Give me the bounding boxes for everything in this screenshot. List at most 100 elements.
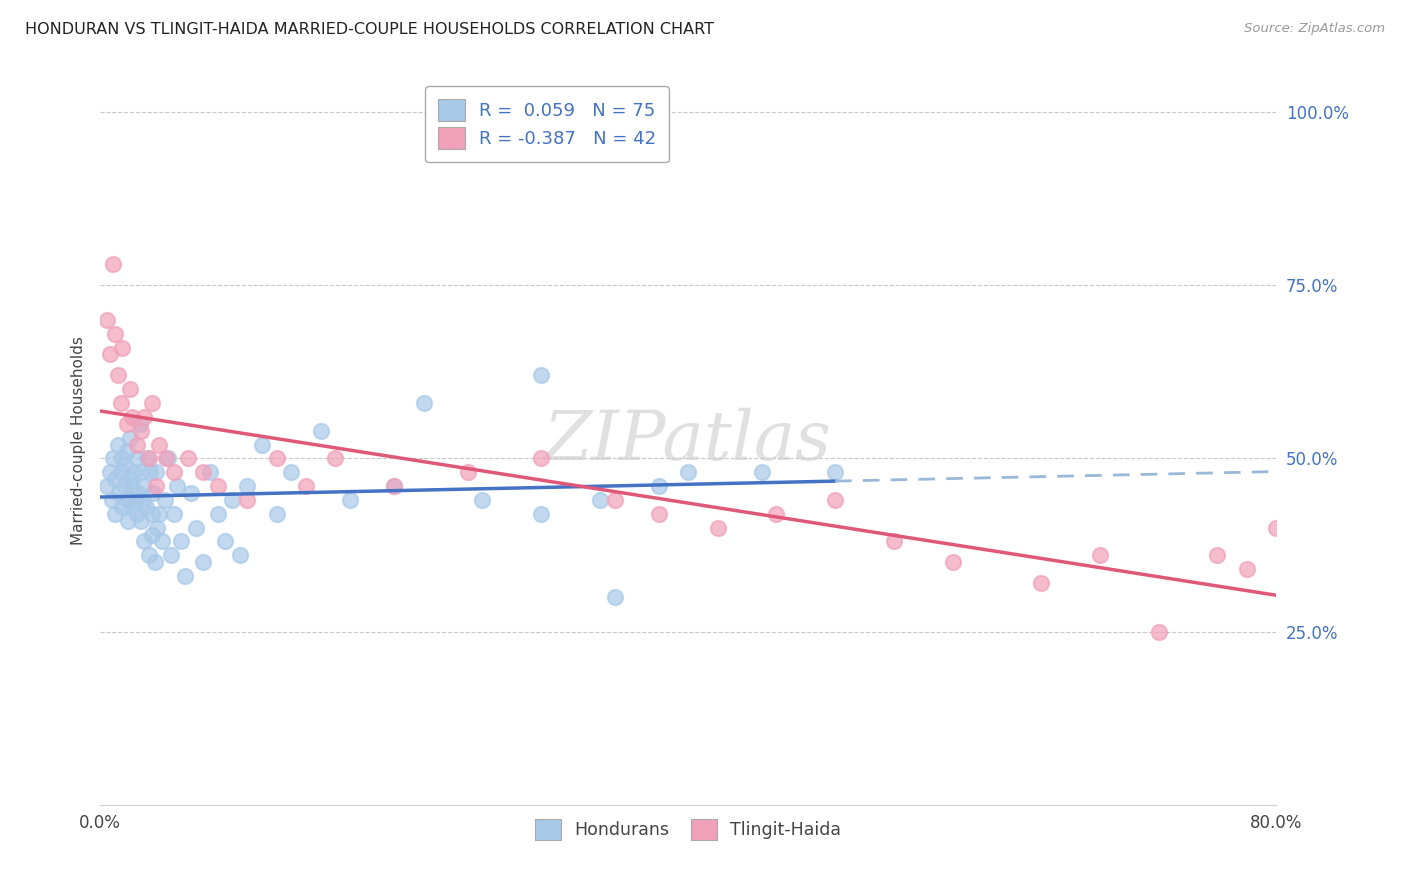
Point [236, 492, 259, 507]
Text: HONDURAN VS TLINGIT-HAIDA MARRIED-COUPLE HOUSEHOLDS CORRELATION CHART: HONDURAN VS TLINGIT-HAIDA MARRIED-COUPLE… [25, 22, 714, 37]
Point [266, 507, 288, 521]
Point [207, 479, 229, 493]
Point [129, 424, 152, 438]
Point [138, 549, 160, 563]
Point [266, 451, 288, 466]
Point [96, 479, 118, 493]
Point [104, 507, 127, 521]
Point [139, 465, 162, 479]
Point [589, 492, 612, 507]
Point [118, 431, 141, 445]
Point [156, 451, 179, 466]
Point [1236, 562, 1258, 576]
Point [134, 409, 156, 424]
Point [382, 479, 405, 493]
Point [530, 368, 553, 383]
Point [111, 341, 134, 355]
Point [115, 492, 138, 507]
Point [824, 492, 846, 507]
Point [100, 465, 122, 479]
Point [280, 465, 302, 479]
Point [111, 500, 134, 514]
Point [138, 451, 160, 466]
Point [177, 451, 200, 466]
Point [134, 479, 156, 493]
Point [323, 451, 346, 466]
Point [145, 479, 167, 493]
Point [108, 486, 131, 500]
Point [117, 514, 139, 528]
Text: ZIPatlas: ZIPatlas [544, 408, 832, 475]
Point [115, 444, 138, 458]
Point [765, 507, 787, 521]
Y-axis label: Married-couple Households: Married-couple Households [72, 336, 86, 546]
Point [148, 437, 170, 451]
Point [155, 451, 177, 466]
Point [942, 555, 965, 569]
Point [530, 507, 553, 521]
Point [141, 396, 163, 410]
Point [1088, 549, 1111, 563]
Point [107, 437, 129, 451]
Point [136, 451, 159, 466]
Point [412, 396, 434, 410]
Point [114, 458, 136, 473]
Point [125, 507, 148, 521]
Point [221, 492, 243, 507]
Point [104, 472, 127, 486]
Point [166, 479, 188, 493]
Point [471, 492, 494, 507]
Point [382, 479, 405, 493]
Point [141, 527, 163, 541]
Point [129, 514, 152, 528]
Point [125, 451, 148, 466]
Point [1265, 521, 1288, 535]
Point [180, 486, 202, 500]
Point [236, 479, 259, 493]
Point [530, 451, 553, 466]
Point [111, 451, 134, 466]
Point [129, 465, 152, 479]
Point [676, 465, 699, 479]
Point [146, 521, 169, 535]
Point [191, 555, 214, 569]
Point [648, 507, 671, 521]
Point [118, 382, 141, 396]
Point [457, 465, 479, 479]
Point [125, 437, 148, 451]
Point [127, 486, 149, 500]
Point [162, 507, 184, 521]
Point [128, 417, 150, 431]
Point [295, 479, 318, 493]
Point [603, 590, 626, 604]
Point [200, 465, 222, 479]
Point [122, 465, 145, 479]
Point [1029, 576, 1052, 591]
Point [118, 472, 141, 486]
Point [883, 534, 905, 549]
Point [107, 368, 129, 383]
Point [145, 465, 167, 479]
Point [162, 465, 184, 479]
Point [121, 409, 143, 424]
Point [159, 549, 181, 563]
Point [250, 437, 273, 451]
Legend: R =  0.059   N = 75, R = -0.387   N = 42: R = 0.059 N = 75, R = -0.387 N = 42 [425, 87, 669, 162]
Point [603, 492, 626, 507]
Point [150, 534, 173, 549]
Point [214, 534, 236, 549]
Point [706, 521, 728, 535]
Point [104, 326, 127, 341]
Point [112, 479, 135, 493]
Point [309, 424, 332, 438]
Point [824, 465, 846, 479]
Point [1147, 624, 1170, 639]
Point [103, 451, 125, 466]
Point [134, 534, 156, 549]
Point [207, 507, 229, 521]
Text: Source: ZipAtlas.com: Source: ZipAtlas.com [1244, 22, 1385, 36]
Point [121, 479, 143, 493]
Point [110, 465, 132, 479]
Point [115, 417, 138, 431]
Point [648, 479, 671, 493]
